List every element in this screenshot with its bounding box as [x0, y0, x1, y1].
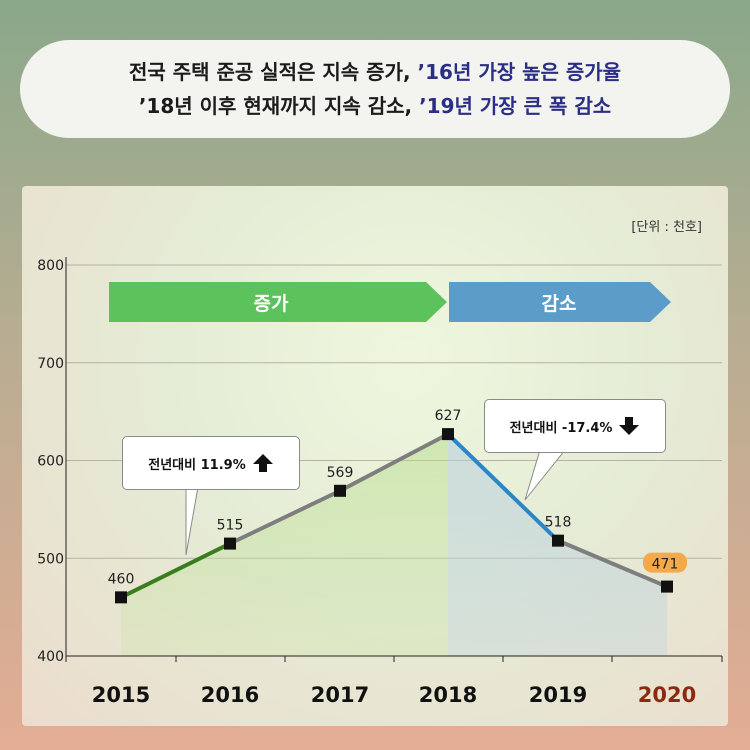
y-tick-label: 500: [37, 551, 64, 567]
data-label: 518: [545, 515, 572, 531]
highlight-badge: [643, 552, 687, 573]
series-segment: [119, 541, 232, 600]
arrow-down-icon: [619, 417, 640, 435]
data-label: 627: [435, 408, 462, 424]
series-segment: [446, 432, 560, 543]
data-label: 460: [108, 571, 135, 587]
headline-line-1-highlight: ’16년 가장 높은 증가율: [417, 60, 622, 84]
data-point: [224, 537, 236, 550]
headline-line-2-highlight: ’19년 가장 큰 폭 감소: [419, 94, 612, 118]
headline-line-2-text: ’18년 이후 현재까지 지속 감소,: [138, 94, 413, 118]
increase-callout: 전년대비 11.9%: [122, 436, 300, 490]
x-tick-label: 2019: [529, 683, 587, 707]
x-tick-label: 2018: [419, 683, 477, 707]
y-tick-label: 600: [37, 454, 64, 470]
unit-label: [단위 : 천호]: [631, 220, 702, 235]
series-segment: [338, 432, 450, 493]
x-tick-label: 2016: [201, 683, 259, 707]
data-label: 471: [652, 557, 679, 573]
increase-callout-text: 전년대비 11.9%: [148, 457, 246, 473]
decrease-callout-tail: [524, 449, 567, 501]
headline-banner: 전국 주택 준공 실적은 지속 증가, ’16년 가장 높은 증가율 ’18년 …: [20, 40, 730, 138]
x-tick-label: 2020: [638, 683, 696, 707]
series-segment: [228, 488, 342, 546]
y-tick-label: 400: [37, 649, 64, 665]
headline-line-2: ’18년 이후 현재까지 지속 감소, ’19년 가장 큰 폭 감소: [139, 89, 611, 123]
arrow-up-icon: [252, 454, 273, 472]
x-tick-label: 2017: [311, 683, 369, 707]
decrease-callout: 전년대비 -17.4%: [484, 399, 666, 453]
data-point: [661, 580, 673, 593]
area-increase: [121, 434, 448, 656]
x-tick-label: 2015: [92, 683, 150, 707]
y-tick-label: 700: [37, 356, 64, 372]
data-point: [115, 591, 127, 604]
data-label: 569: [327, 465, 354, 481]
series-segment: [556, 538, 669, 589]
headline-line-1-text: 전국 주택 준공 실적은 지속 증가,: [128, 60, 411, 84]
phase-arrow-increase: [109, 282, 447, 322]
data-label: 515: [217, 518, 244, 534]
data-point: [552, 534, 564, 547]
data-point: [442, 428, 454, 441]
y-tick-label: 800: [37, 258, 64, 274]
increase-callout-tail: [185, 486, 199, 556]
phase-label-decrease: 감소: [542, 293, 577, 315]
headline-line-1: 전국 주택 준공 실적은 지속 증가, ’16년 가장 높은 증가율: [129, 55, 621, 89]
phase-label-increase: 증가: [254, 293, 289, 315]
phase-arrow-decrease: [449, 282, 671, 322]
data-point: [334, 484, 346, 497]
decrease-callout-text: 전년대비 -17.4%: [509, 420, 613, 436]
